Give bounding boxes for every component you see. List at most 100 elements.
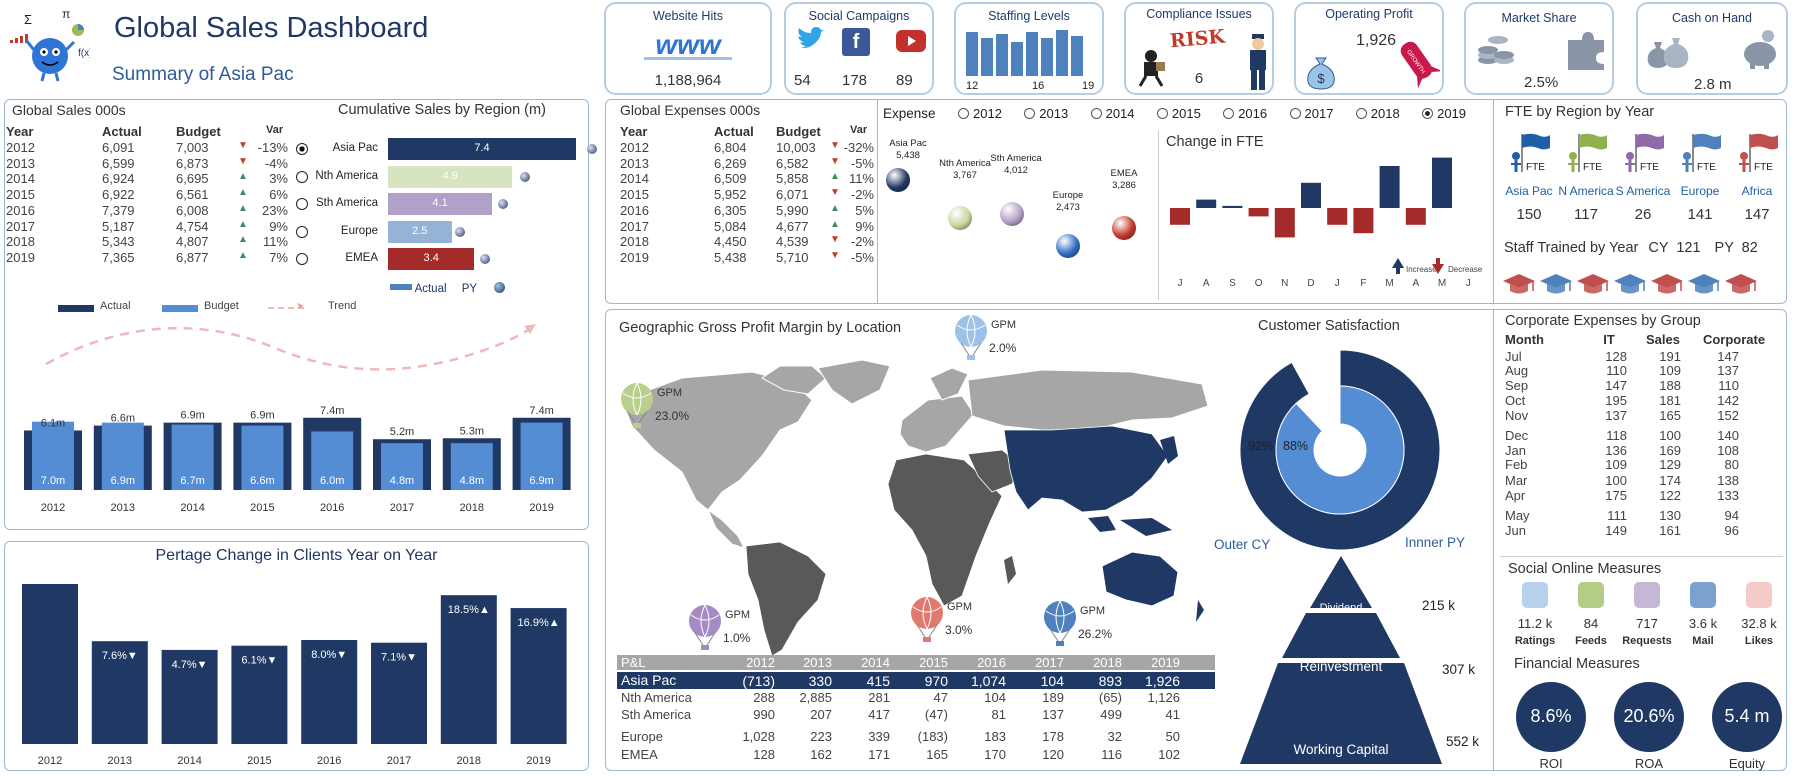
kpi-title: Social Campaigns [808,9,910,23]
svg-text:Σ: Σ [24,12,32,27]
kpi-social-campaigns[interactable]: Social Campaigns f 54 178 89 [784,2,934,95]
cell-budget: 4,677 [776,218,809,234]
kpi-compliance-issues[interactable]: Compliance Issues RISK 6 [1124,2,1274,95]
month-label: D [1307,278,1314,289]
satisfaction-title: Customer Satisfaction [1258,318,1400,334]
twitter-count: 54 [794,72,811,89]
satisfaction-donut [1240,350,1440,550]
actual-label: 6.9m [250,410,274,422]
staffing-tick: 16 [1032,80,1045,92]
region-label: Europe [340,224,378,237]
client-label: 18.5%▲ [448,604,490,616]
expense-year-radio-2012[interactable]: 2012 [958,106,1002,121]
outer-caption: Outer CY [1214,537,1271,552]
gpm-balloons: GPM 23.0% GPM 2.0% GPM 1.0% GPM 3.0% GPM 26.2% [605,309,1205,650]
fte-change-title: Change in FTE [1166,134,1264,150]
radio-icon[interactable] [1422,108,1434,119]
radio-icon[interactable] [1355,108,1367,119]
py-value: 82 [1741,240,1758,256]
expense-year-radio-2018[interactable]: 2018 [1355,106,1400,121]
radio-icon[interactable] [1156,108,1168,119]
region-radio[interactable] [296,170,308,183]
pl-cell: (183) [917,729,948,744]
region-label: Asia Pac [332,142,378,154]
actual-label: 6.9m [180,410,204,422]
kpi-staffing-levels[interactable]: Staffing Levels 12 16 19 [954,2,1104,95]
corp-cell: 138 [1717,473,1739,488]
pl-cell: 32 [1107,729,1122,744]
region-radio[interactable] [296,225,308,238]
region-radio[interactable] [296,198,308,210]
flag-text: FTE [1583,162,1602,173]
month-label: O [1255,278,1263,289]
budget-label: 7.0m [41,475,65,487]
pl-cell: 1,074 [970,673,1006,689]
cell-year: 2014 [6,171,35,187]
fte-decrease-bar [1327,208,1348,225]
flag-text: FTE [1754,162,1773,173]
financial-label: Equity [1728,756,1766,771]
corp-month: Jul [1505,349,1522,364]
graduation-cap-icon [1539,272,1573,296]
client-bar [440,595,497,744]
table-header: Year Actual Budget Var [620,124,868,139]
cell-actual: 5,343 [102,234,135,250]
balloon-value: 3.0% [945,623,973,637]
var-up-icon: ▲ [238,234,248,246]
divider [1493,99,1494,304]
cell-year: 2018 [6,234,35,250]
legend-actual: Actual [414,283,447,295]
radio-icon[interactable] [1024,108,1036,119]
corp-cell: 175 [1605,488,1627,503]
expense-year-radio-2019[interactable]: 2019 [1422,106,1466,121]
table-row: 2015 6,922 6,561 ▲ 6% [6,187,306,202]
kpi-operating-profit[interactable]: Operating Profit 1,926 $ GROWTH [1294,2,1444,95]
legend-budget: Budget [204,300,239,312]
client-label: 7.6%▼ [102,650,138,662]
graduation-cap-icon [1576,272,1610,296]
radio-icon[interactable] [1090,108,1102,119]
corp-cell: 169 [1659,443,1681,458]
radio-icon[interactable] [958,108,969,119]
pl-row-name: Europe [621,729,663,744]
month-label: A [1412,278,1419,289]
financial-measures: 8.6% ROI 20.6% ROA 5.4 m Equity [1500,672,1786,776]
var-down-icon: ▼ [238,155,248,167]
region-radio[interactable] [296,253,308,265]
facebook-icon: f [842,28,870,56]
expense-regions: Asia Pac 5,438 Nth America 3,767 Sth America… [880,130,1170,270]
radio-icon[interactable] [1289,108,1301,119]
pl-cell: 128 [753,747,775,762]
expense-year-radio-2013[interactable]: 2013 [1024,106,1068,121]
region-value: 4.1 [432,197,448,209]
cell-actual: 6,924 [102,171,135,187]
world-map [612,359,1212,665]
kpi-market-share[interactable]: Market Share 2.5% [1464,2,1614,95]
var-down-icon: ▼ [830,140,840,151]
region-radio[interactable] [296,143,308,155]
region-ball [886,168,910,192]
region-ball [1000,202,1024,226]
pl-cell: 50 [1165,729,1180,744]
expense-year-radio-2016[interactable]: 2016 [1223,106,1267,121]
cell-var: 9% [855,218,874,234]
pl-header-cell: 2016 [977,655,1006,670]
staffing-tick: 19 [1082,80,1095,92]
kpi-cash-on-hand[interactable]: Cash on Hand 2.8 m [1636,2,1788,95]
kpi-website-hits[interactable]: Website Hits www 1,188,964 [604,2,772,95]
radio-label: 2016 [1238,106,1268,121]
expense-year-radio-2017[interactable]: 2017 [1289,106,1333,121]
region-value: 3.4 [423,252,439,264]
radio-icon[interactable] [1223,108,1235,119]
financial-label: ROI [1539,756,1563,771]
corp-cell: 161 [1659,523,1681,538]
table-row: 2016 6,305 5,990 ▲ 5% [620,203,874,218]
var-down-icon: ▼ [830,234,840,246]
corp-header-cell: IT [1603,332,1615,347]
fte-change-chart: J A S O N D J F M A M J Increase Decrease [1170,157,1483,289]
budget-bar [171,424,214,490]
decrease-arrow-icon [1432,258,1444,274]
fte-region-value: 147 [1744,206,1770,223]
expense-year-radio-2014[interactable]: 2014 [1090,106,1135,121]
expense-year-radio-2015[interactable]: 2015 [1156,106,1201,121]
